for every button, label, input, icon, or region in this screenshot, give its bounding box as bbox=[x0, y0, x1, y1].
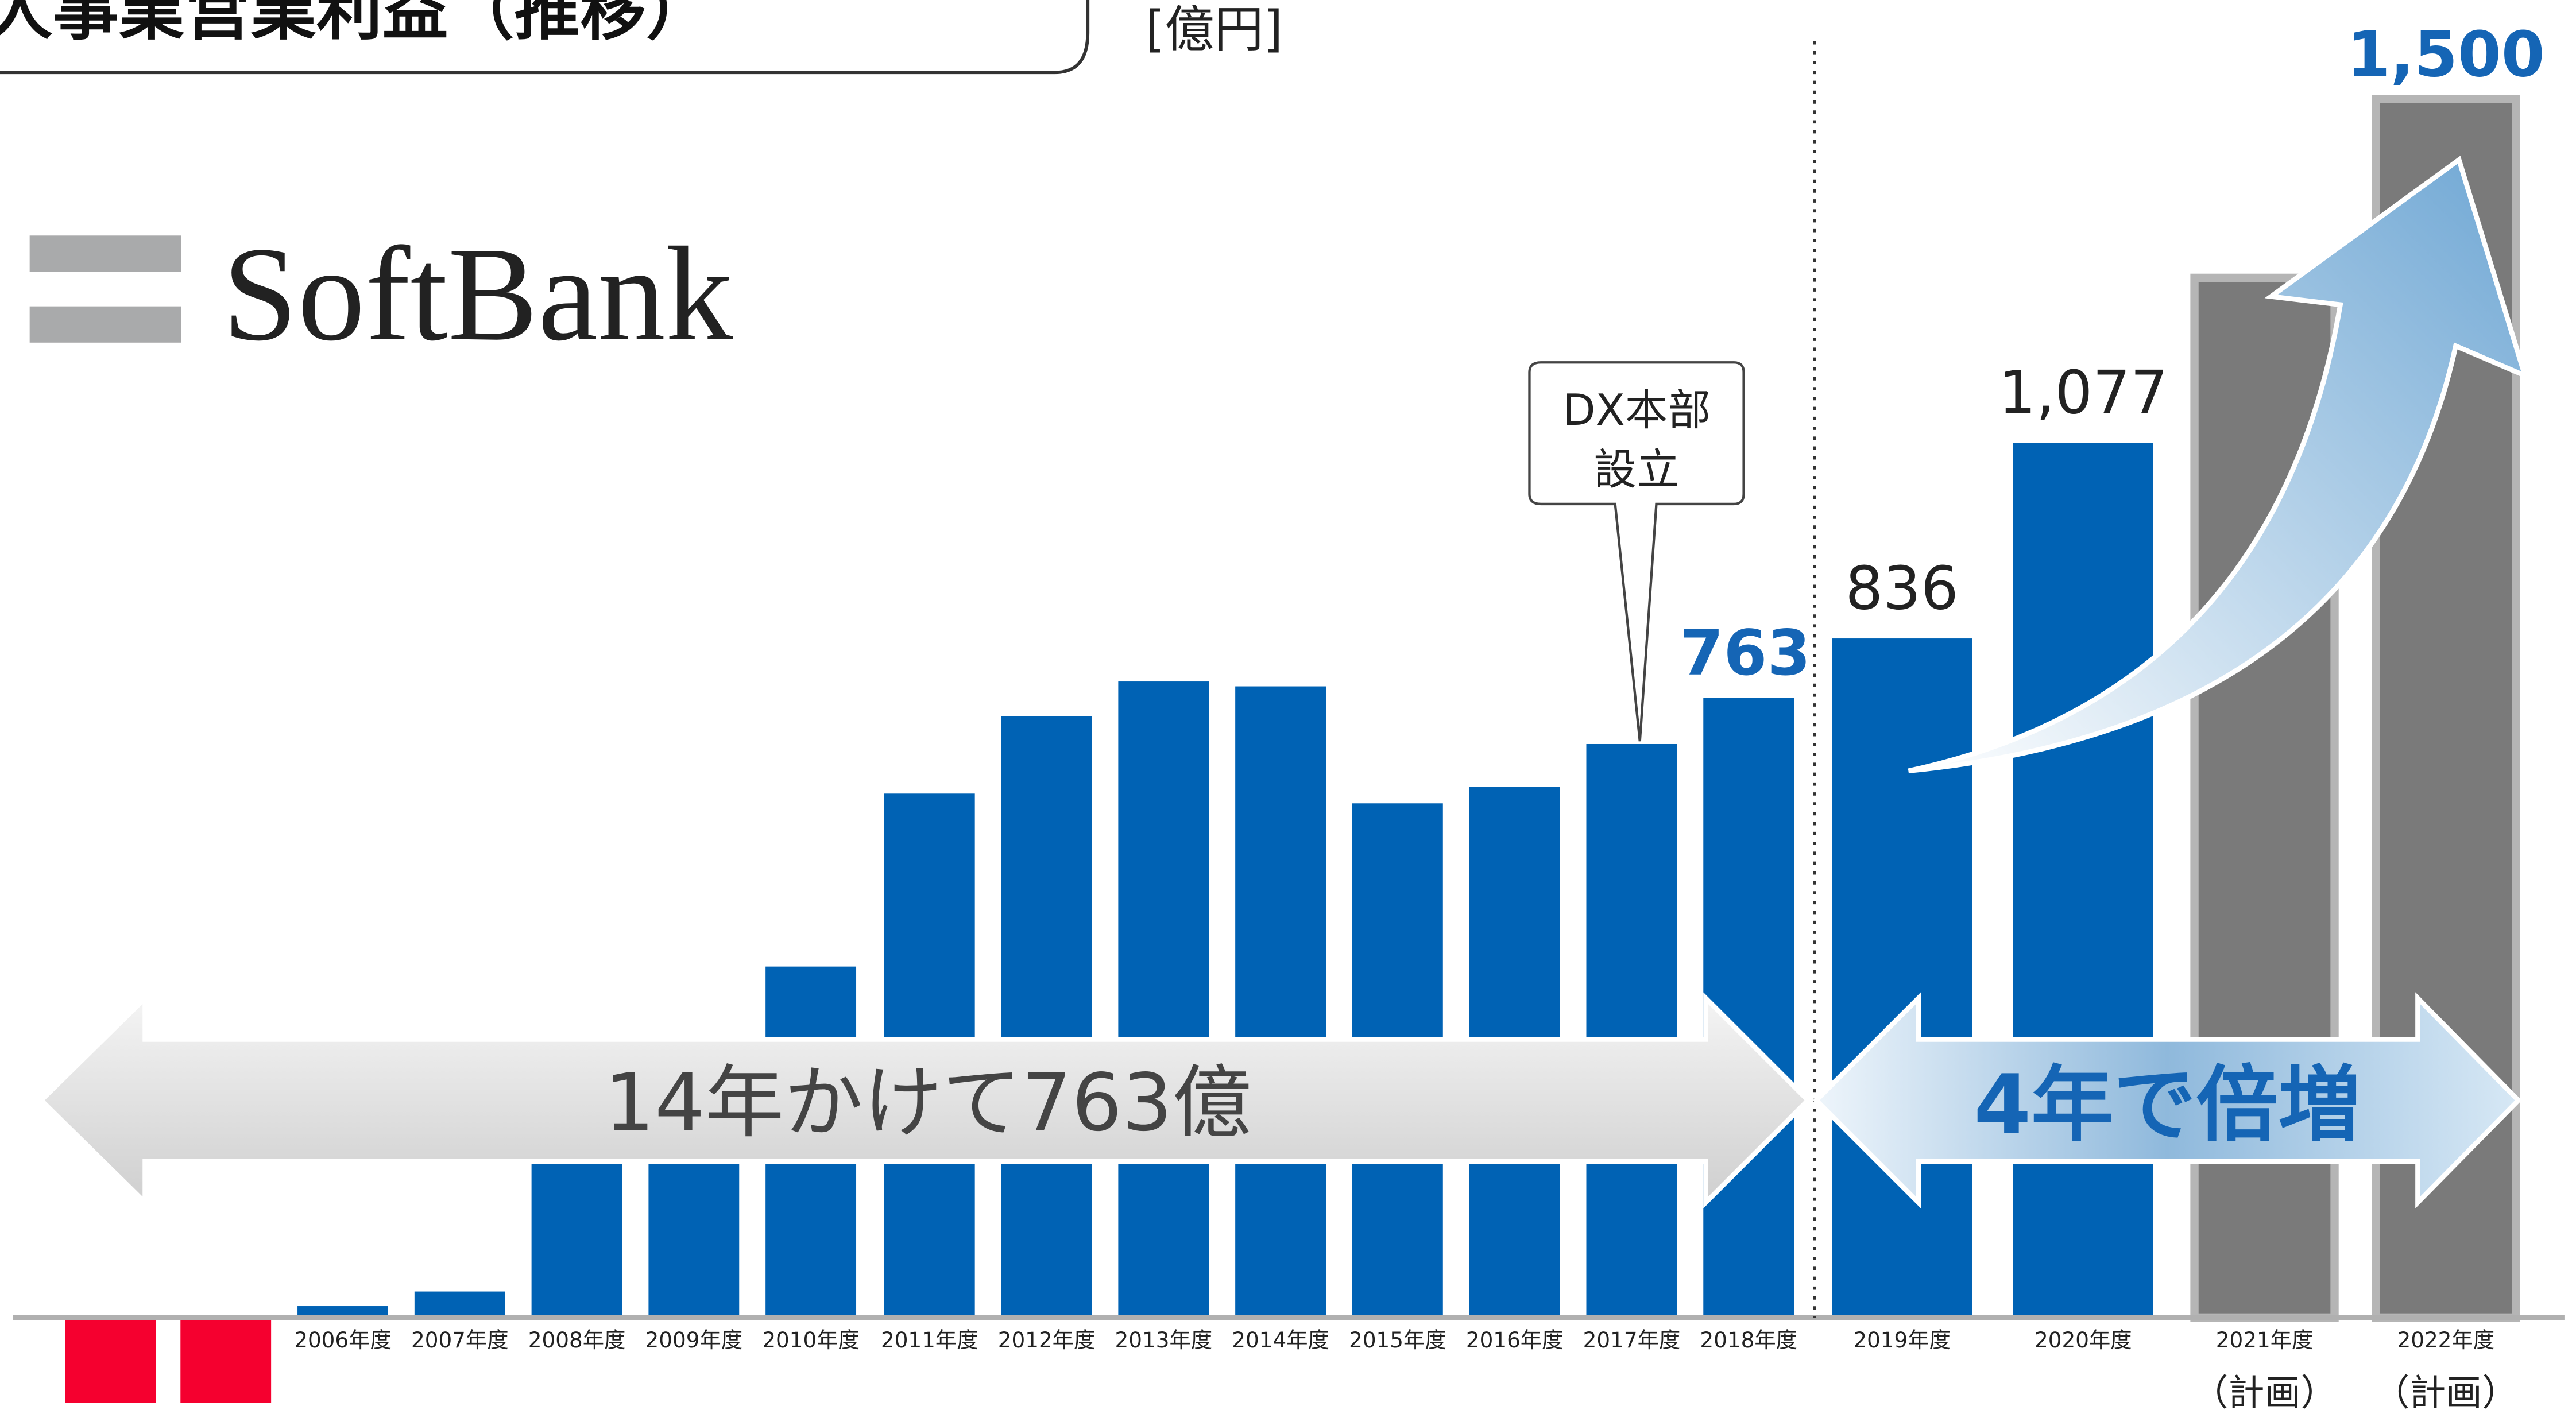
callout-text: DX本部 bbox=[1562, 385, 1711, 435]
bar bbox=[180, 1317, 272, 1403]
x-tick-label: 2019年度 bbox=[1853, 1327, 1951, 1353]
x-tick-label: 2017年度 bbox=[1583, 1327, 1681, 1353]
bar bbox=[1001, 716, 1092, 1318]
logo-bar bbox=[29, 306, 181, 343]
x-tick-label: 2013年度 bbox=[1115, 1327, 1213, 1353]
title-frame bbox=[0, 0, 1090, 75]
bar bbox=[1118, 681, 1209, 1318]
x-tick-label: 2020年度 bbox=[2035, 1327, 2132, 1353]
value-label: 1,500 bbox=[2347, 18, 2545, 91]
x-tick-note: （計画） bbox=[2373, 1371, 2519, 1410]
callout-box bbox=[1528, 361, 1745, 742]
unit: [億円] bbox=[1146, 1, 1283, 58]
left-arrow-label: 14年かけて763億 bbox=[604, 1057, 1251, 1149]
bar bbox=[2013, 443, 2153, 1318]
x-tick-label: 2009年度 bbox=[645, 1327, 743, 1353]
x-tick-label: 2021年度 bbox=[2216, 1327, 2314, 1353]
x-tick-label: 2014年度 bbox=[1232, 1327, 1329, 1353]
value-label: 763 bbox=[1680, 617, 1811, 689]
value-label: 1,077 bbox=[1998, 358, 2168, 427]
x-tick-label: 2016年度 bbox=[1466, 1327, 1564, 1353]
growth-arrow bbox=[1908, 156, 2529, 774]
value-label: 836 bbox=[1846, 554, 1959, 623]
bar bbox=[414, 1291, 505, 1318]
x-tick-note: （計画） bbox=[2192, 1371, 2337, 1410]
x-tick-label: 2018年度 bbox=[1700, 1327, 1797, 1353]
x-tick-label: 2010年度 bbox=[762, 1327, 860, 1353]
x-tick-label: 2012年度 bbox=[998, 1327, 1096, 1353]
x-tick-label: 2008年度 bbox=[528, 1327, 626, 1353]
title: 人事業営業利益（推移） bbox=[0, 0, 712, 49]
logo-bar bbox=[29, 235, 181, 272]
logo: SoftBank bbox=[222, 219, 733, 369]
left-arrow bbox=[37, 992, 1812, 1208]
right-arrow-label: 4年で倍増 bbox=[1974, 1057, 2361, 1153]
x-tick-label: 2007年度 bbox=[411, 1327, 509, 1353]
x-tick-label: 2022年度 bbox=[2397, 1327, 2494, 1353]
x-tick-label: 2015年度 bbox=[1349, 1327, 1446, 1353]
x-tick-label: 2006年度 bbox=[294, 1327, 392, 1353]
bar bbox=[297, 1306, 388, 1318]
bar bbox=[1235, 686, 1326, 1318]
x-tick-label: 2011年度 bbox=[881, 1327, 978, 1353]
right-arrow bbox=[1812, 992, 2522, 1208]
bar bbox=[1586, 743, 1677, 1318]
callout-text: 設立 bbox=[1593, 445, 1679, 495]
bar bbox=[1832, 638, 1972, 1318]
bar bbox=[65, 1317, 156, 1403]
